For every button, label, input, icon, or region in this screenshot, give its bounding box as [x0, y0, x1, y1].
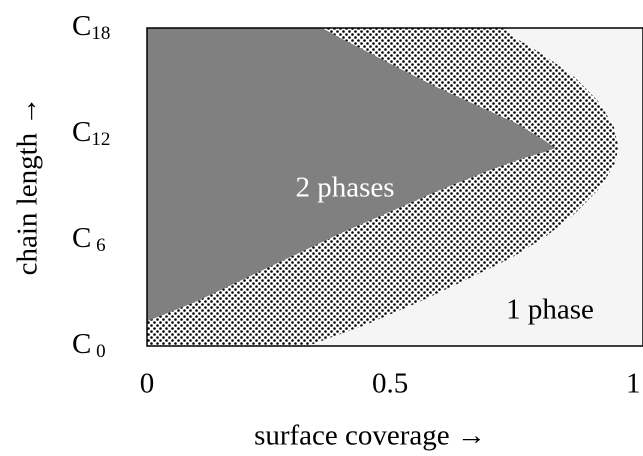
y-tick-subscript: 6 — [91, 235, 105, 256]
y-tick-label: C 0 — [72, 328, 106, 363]
y-tick-letter: C — [72, 328, 91, 360]
y-tick-letter: C — [72, 222, 91, 254]
x-tick-label: 0.5 — [372, 368, 408, 400]
y-axis-label: chain length → — [12, 97, 44, 276]
plot-frame — [146, 27, 643, 347]
region-label: 1 phase — [506, 294, 594, 326]
x-tick-label: 1 — [626, 368, 641, 400]
y-tick-letter: C — [72, 10, 91, 42]
y-tick-label: C12 — [72, 116, 110, 151]
two-phase-region — [147, 28, 556, 322]
y-tick-subscript: 0 — [91, 341, 105, 362]
y-tick-letter: C — [72, 116, 91, 148]
y-tick-subscript: 12 — [91, 129, 110, 150]
y-tick-label: C 6 — [72, 222, 106, 257]
x-axis-label: surface coverage → — [254, 420, 486, 452]
y-tick-label: C18 — [72, 10, 110, 45]
y-tick-subscript: 18 — [91, 23, 110, 44]
x-tick-label: 0 — [140, 368, 155, 400]
region-label: 2 phases — [295, 172, 394, 204]
